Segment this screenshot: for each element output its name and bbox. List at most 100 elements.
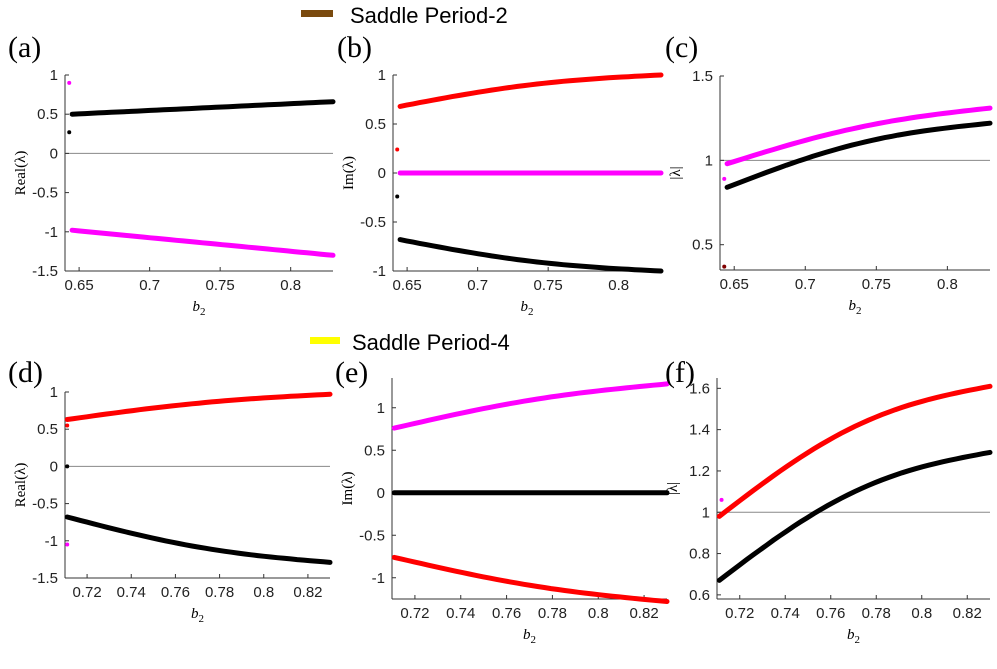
series-line-eig1 — [716, 383, 993, 519]
x-tick-label: 0.74 — [117, 584, 146, 601]
x-tick-label: 0.76 — [161, 584, 190, 601]
x-axis-label: b2 — [847, 627, 860, 646]
y-axis-label: Real(λ) — [13, 463, 29, 508]
series-line-eig1 — [397, 72, 664, 109]
data-point — [65, 464, 70, 469]
panel-label: (b) — [337, 31, 372, 64]
series-line-eig1 — [391, 381, 670, 431]
y-axis-label: |λ| — [668, 166, 684, 179]
x-tick-label: 0.76 — [816, 605, 845, 622]
x-tick-label: 0.78 — [862, 605, 891, 622]
data-point — [65, 423, 70, 428]
x-tick-label: 0.82 — [293, 584, 322, 601]
panel-label: (a) — [8, 31, 41, 64]
panel-c: (c) 1.5 1 0.5 0.65 0.7 0.75 0.8 b2 |λ| — [665, 31, 993, 317]
panel-f: (f)1.6 1.4 1.2 1 0.8 0.6 0.72 0.74 0.76 0.78 0.8 0.… — [665, 356, 993, 646]
x-tick-label: 0.82 — [953, 605, 982, 622]
y-tick-label: 1 — [50, 384, 58, 401]
x-tick-label: 0.82 — [629, 605, 658, 622]
y-axis-label: |λ| — [665, 482, 681, 495]
y-axis-label: Im(λ) — [341, 156, 357, 190]
y-tick-label: -1.5 — [32, 263, 58, 280]
legend-label-period-4: Saddle Period-4 — [352, 330, 510, 355]
panel-label: (d) — [8, 356, 43, 389]
x-axis-label: b2 — [521, 299, 534, 318]
legend-swatch-period-2 — [301, 10, 333, 17]
x-tick-label: 0.65 — [65, 277, 94, 294]
y-tick-label: 1.5 — [692, 68, 713, 85]
y-tick-label: -0.5 — [359, 527, 385, 544]
series-line-eig1 — [69, 99, 336, 117]
panel-label: (c) — [665, 31, 698, 64]
y-tick-label: -1 — [373, 263, 386, 280]
y-tick-label: 0 — [377, 485, 385, 502]
x-tick-label: 0.75 — [534, 277, 563, 294]
data-point — [395, 147, 400, 152]
y-tick-label: 0.5 — [37, 421, 58, 438]
x-axis-label: b2 — [193, 299, 206, 318]
data-point — [67, 80, 72, 85]
y-axis-label: Im(λ) — [340, 472, 356, 506]
x-tick-label: 0.8 — [937, 276, 958, 293]
y-tick-label: 0 — [50, 458, 58, 475]
x-tick-label: 0.8 — [253, 584, 274, 601]
legend-period-4: Saddle Period-4 — [310, 330, 510, 355]
x-tick-label: 0.65 — [720, 276, 749, 293]
x-tick-label: 0.78 — [538, 605, 567, 622]
data-point — [65, 542, 70, 547]
x-tick-label: 0.8 — [911, 605, 932, 622]
y-tick-label: 0.5 — [37, 106, 58, 123]
series-line-eig1 — [724, 105, 993, 167]
x-tick-label: 0.8 — [608, 277, 629, 294]
data-point — [395, 194, 400, 199]
series-line-eig2 — [69, 227, 336, 258]
y-tick-label: 1.4 — [689, 422, 710, 439]
y-tick-label: 0 — [378, 165, 386, 182]
series-line-eig3 — [397, 237, 664, 274]
legend-label-period-2: Saddle Period-2 — [350, 3, 508, 28]
x-tick-label: 0.72 — [400, 605, 429, 622]
x-tick-label: 0.74 — [446, 605, 475, 622]
x-tick-label: 0.7 — [467, 277, 488, 294]
x-tick-label: 0.72 — [72, 584, 101, 601]
x-tick-label: 0.65 — [393, 277, 422, 294]
x-tick-label: 0.74 — [771, 605, 800, 622]
data-point — [67, 130, 72, 135]
y-tick-label: 0.8 — [689, 546, 710, 563]
data-point — [722, 264, 727, 269]
x-tick-label: 0.75 — [206, 277, 235, 294]
y-tick-label: 1 — [377, 400, 385, 417]
y-tick-label: -1 — [372, 570, 385, 587]
legend-swatch-period-4 — [310, 337, 340, 344]
y-tick-label: -1 — [45, 533, 58, 550]
y-tick-label: 0.6 — [689, 587, 710, 604]
y-tick-label: -0.5 — [32, 185, 58, 202]
data-point — [719, 497, 724, 502]
y-tick-label: -1 — [45, 224, 58, 241]
panel-e: (e) 1 0.5 0 -0.5 -1 0.72 0.74 0.76 0.78 0.8 0.82 b2 I… — [335, 356, 670, 646]
y-tick-label: -0.5 — [360, 214, 386, 231]
y-tick-label: 0 — [50, 145, 58, 162]
y-tick-label: 1.2 — [689, 463, 710, 480]
x-axis-label: b2 — [523, 627, 536, 646]
y-tick-label: 1 — [50, 67, 58, 84]
series-line-eig2 — [64, 514, 333, 565]
x-tick-label: 0.75 — [862, 276, 891, 293]
y-tick-label: 0.5 — [692, 237, 713, 254]
x-tick-label: 0.7 — [795, 276, 816, 293]
x-axis-label: b2 — [849, 298, 862, 317]
x-tick-label: 0.8 — [280, 277, 301, 294]
series-line-eig2 — [716, 449, 993, 583]
data-point — [722, 176, 727, 181]
x-tick-label: 0.8 — [588, 605, 609, 622]
legend-period-2: Saddle Period-2 — [301, 3, 508, 28]
y-tick-label: 0.5 — [365, 116, 386, 133]
y-tick-label: 0.5 — [364, 442, 385, 459]
panel-b: (b) 1 0.5 0 -0.5 -1 0.65 0.7 0.75 0.8 b2 Im(λ) — [337, 31, 664, 318]
y-tick-label: 1.6 — [689, 380, 710, 397]
series-line-eig2 — [724, 120, 993, 190]
panel-label: (e) — [335, 356, 368, 389]
x-tick-label: 0.78 — [205, 584, 234, 601]
y-tick-label: -1.5 — [32, 570, 58, 587]
